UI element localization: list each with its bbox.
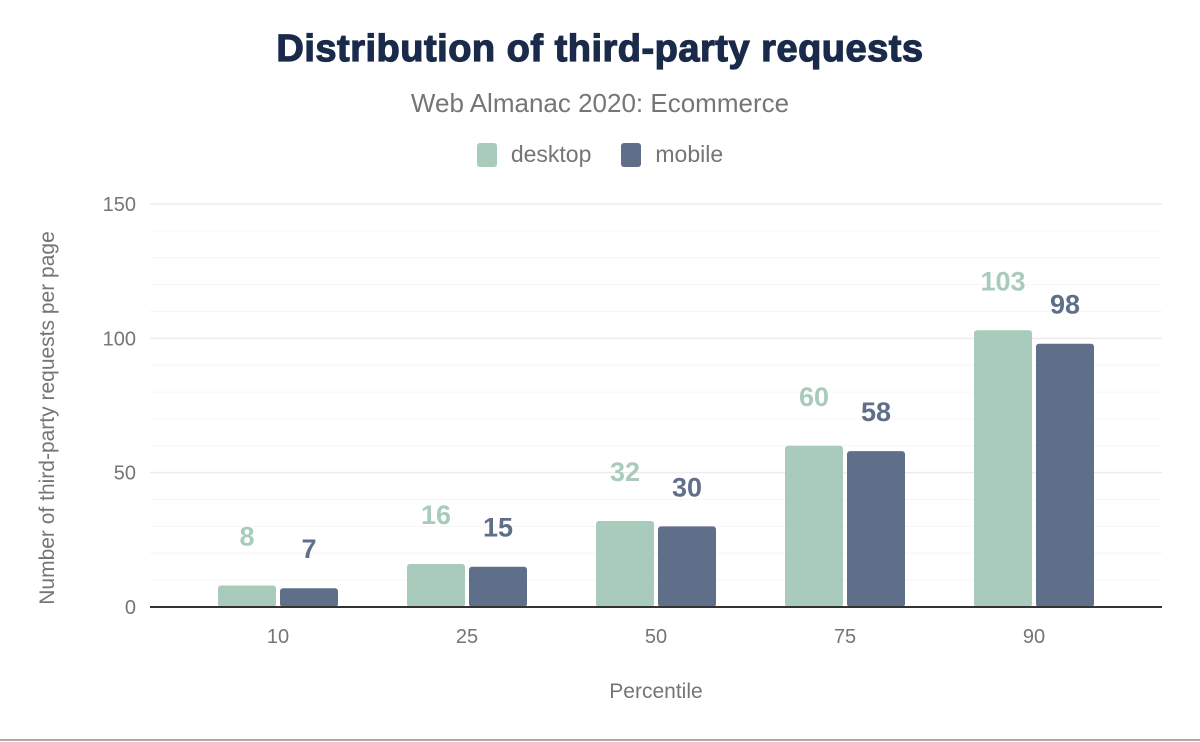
x-tick-label: 50	[645, 626, 667, 648]
data-label-desktop-10: 8	[239, 522, 254, 552]
y-tick-label: 100	[103, 328, 136, 350]
legend-label-mobile: mobile	[655, 141, 724, 167]
x-axis-label: Percentile	[609, 680, 702, 703]
y-tick-label: 150	[103, 194, 136, 216]
bar-desktop-50	[596, 521, 654, 607]
y-axis-label: Number of third-party requests per page	[36, 231, 59, 605]
bar-desktop-90	[974, 330, 1032, 607]
data-label-desktop-75: 60	[799, 382, 829, 412]
data-label-desktop-90: 103	[980, 266, 1025, 296]
divider	[0, 739, 1200, 741]
data-label-mobile-10: 7	[301, 534, 316, 564]
data-label-desktop-50: 32	[610, 457, 640, 487]
data-label-mobile-25: 15	[483, 513, 513, 543]
bar-desktop-75	[785, 445, 843, 607]
x-tick-label: 90	[1023, 626, 1045, 648]
legend-swatch-mobile	[621, 142, 642, 167]
legend: desktop mobile	[0, 141, 1200, 168]
y-tick-label: 50	[114, 463, 136, 485]
y-tick-label: 0	[125, 597, 136, 619]
bar-mobile-10	[280, 588, 338, 607]
legend-label-desktop: desktop	[510, 141, 592, 167]
legend-item-mobile[interactable]: mobile	[621, 141, 723, 168]
data-label-desktop-25: 16	[421, 500, 451, 530]
x-tick-label: 10	[267, 626, 289, 648]
legend-item-desktop[interactable]: desktop	[476, 141, 592, 168]
chart-title: Distribution of third-party requests	[276, 27, 924, 70]
bar-mobile-75	[847, 451, 905, 607]
bar-desktop-10	[218, 585, 276, 607]
chart-subtitle: Web Almanac 2020: Ecommerce	[410, 88, 790, 118]
x-tick-label: 75	[834, 626, 856, 648]
bar-desktop-25	[407, 564, 465, 607]
data-label-mobile-75: 58	[861, 397, 891, 427]
bar-mobile-25	[469, 566, 527, 607]
x-tick-label: 25	[456, 626, 478, 648]
bar-mobile-50	[658, 526, 716, 607]
legend-swatch-desktop	[476, 142, 497, 167]
bar-mobile-90	[1036, 343, 1094, 607]
data-label-mobile-50: 30	[672, 472, 702, 502]
data-label-mobile-90: 98	[1050, 290, 1080, 320]
